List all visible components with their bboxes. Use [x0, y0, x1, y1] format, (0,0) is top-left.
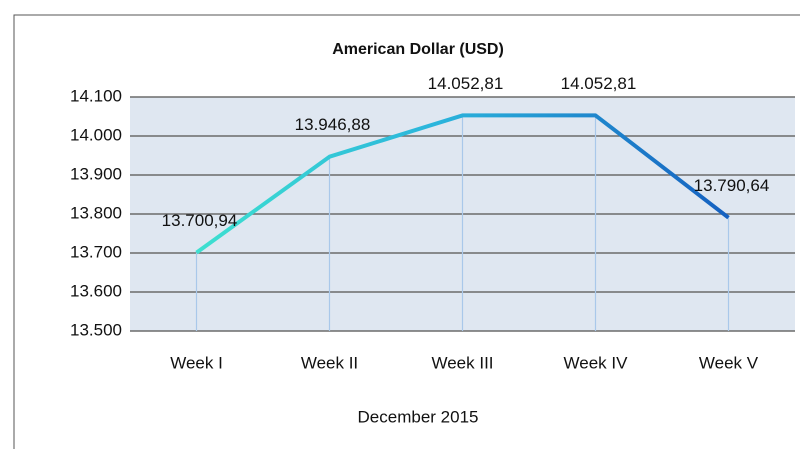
x-tick-label: Week V [699, 353, 759, 372]
y-tick-label: 13.600 [70, 281, 122, 300]
data-label: 14.052,81 [428, 74, 504, 93]
data-label: 13.700,94 [162, 211, 238, 230]
data-label: 14.052,81 [561, 74, 637, 93]
x-tick-label: Week II [301, 353, 358, 372]
x-tick-label: Week I [170, 353, 223, 372]
x-axis-label: December 2015 [358, 407, 479, 426]
data-label: 13.790,64 [694, 176, 770, 195]
y-tick-label: 13.500 [70, 320, 122, 339]
x-tick-label: Week IV [564, 353, 629, 372]
data-label: 13.946,88 [295, 115, 371, 134]
x-tick-label: Week III [431, 353, 493, 372]
chart-border [13, 14, 800, 449]
line-series [195, 113, 730, 255]
y-tick-label: 13.900 [70, 164, 122, 183]
chart-title: American Dollar (USD) [332, 41, 504, 58]
y-tick-label: 13.700 [70, 242, 122, 261]
y-tick-label: 14.100 [70, 86, 122, 105]
y-tick-label: 13.800 [70, 203, 122, 222]
y-tick-label: 14.000 [70, 125, 122, 144]
